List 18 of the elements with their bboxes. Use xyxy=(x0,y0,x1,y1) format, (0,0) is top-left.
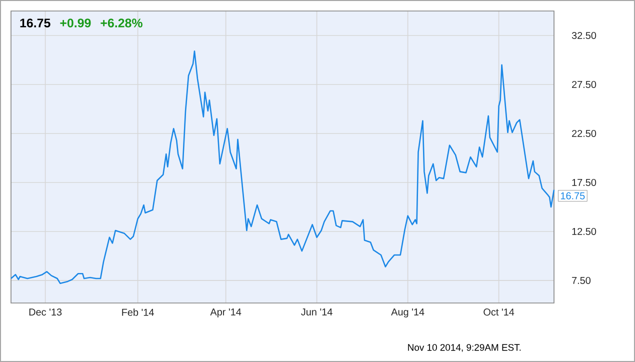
text: Nov 10 2014, 9:29AM EST. xyxy=(408,344,521,352)
annotation: 16.75 xyxy=(560,192,585,200)
y-tick-label: 12.50 xyxy=(572,228,596,235)
y-tick-label: 17.50 xyxy=(572,178,596,186)
x-tick-label: Oct '14 xyxy=(484,308,514,316)
x-tick-label: Dec '13 xyxy=(29,308,62,316)
annotation: +6.28% xyxy=(100,18,142,28)
annotation: +0.99 xyxy=(60,18,91,28)
y-tick-label: 22.50 xyxy=(572,130,596,138)
x-tick-label: Aug '14 xyxy=(391,308,424,318)
y-tick-label: 32.50 xyxy=(572,32,596,40)
x-tick-label: Feb '14 xyxy=(122,308,154,316)
y-tick-label: 7.50 xyxy=(572,276,591,284)
x-tick-label: Apr '14 xyxy=(210,308,242,318)
line-series xyxy=(10,50,555,284)
x-tick-label: Jun '14 xyxy=(301,308,332,316)
y-tick-label: 27.50 xyxy=(572,80,596,88)
chart-title: 16.75 xyxy=(20,18,50,28)
